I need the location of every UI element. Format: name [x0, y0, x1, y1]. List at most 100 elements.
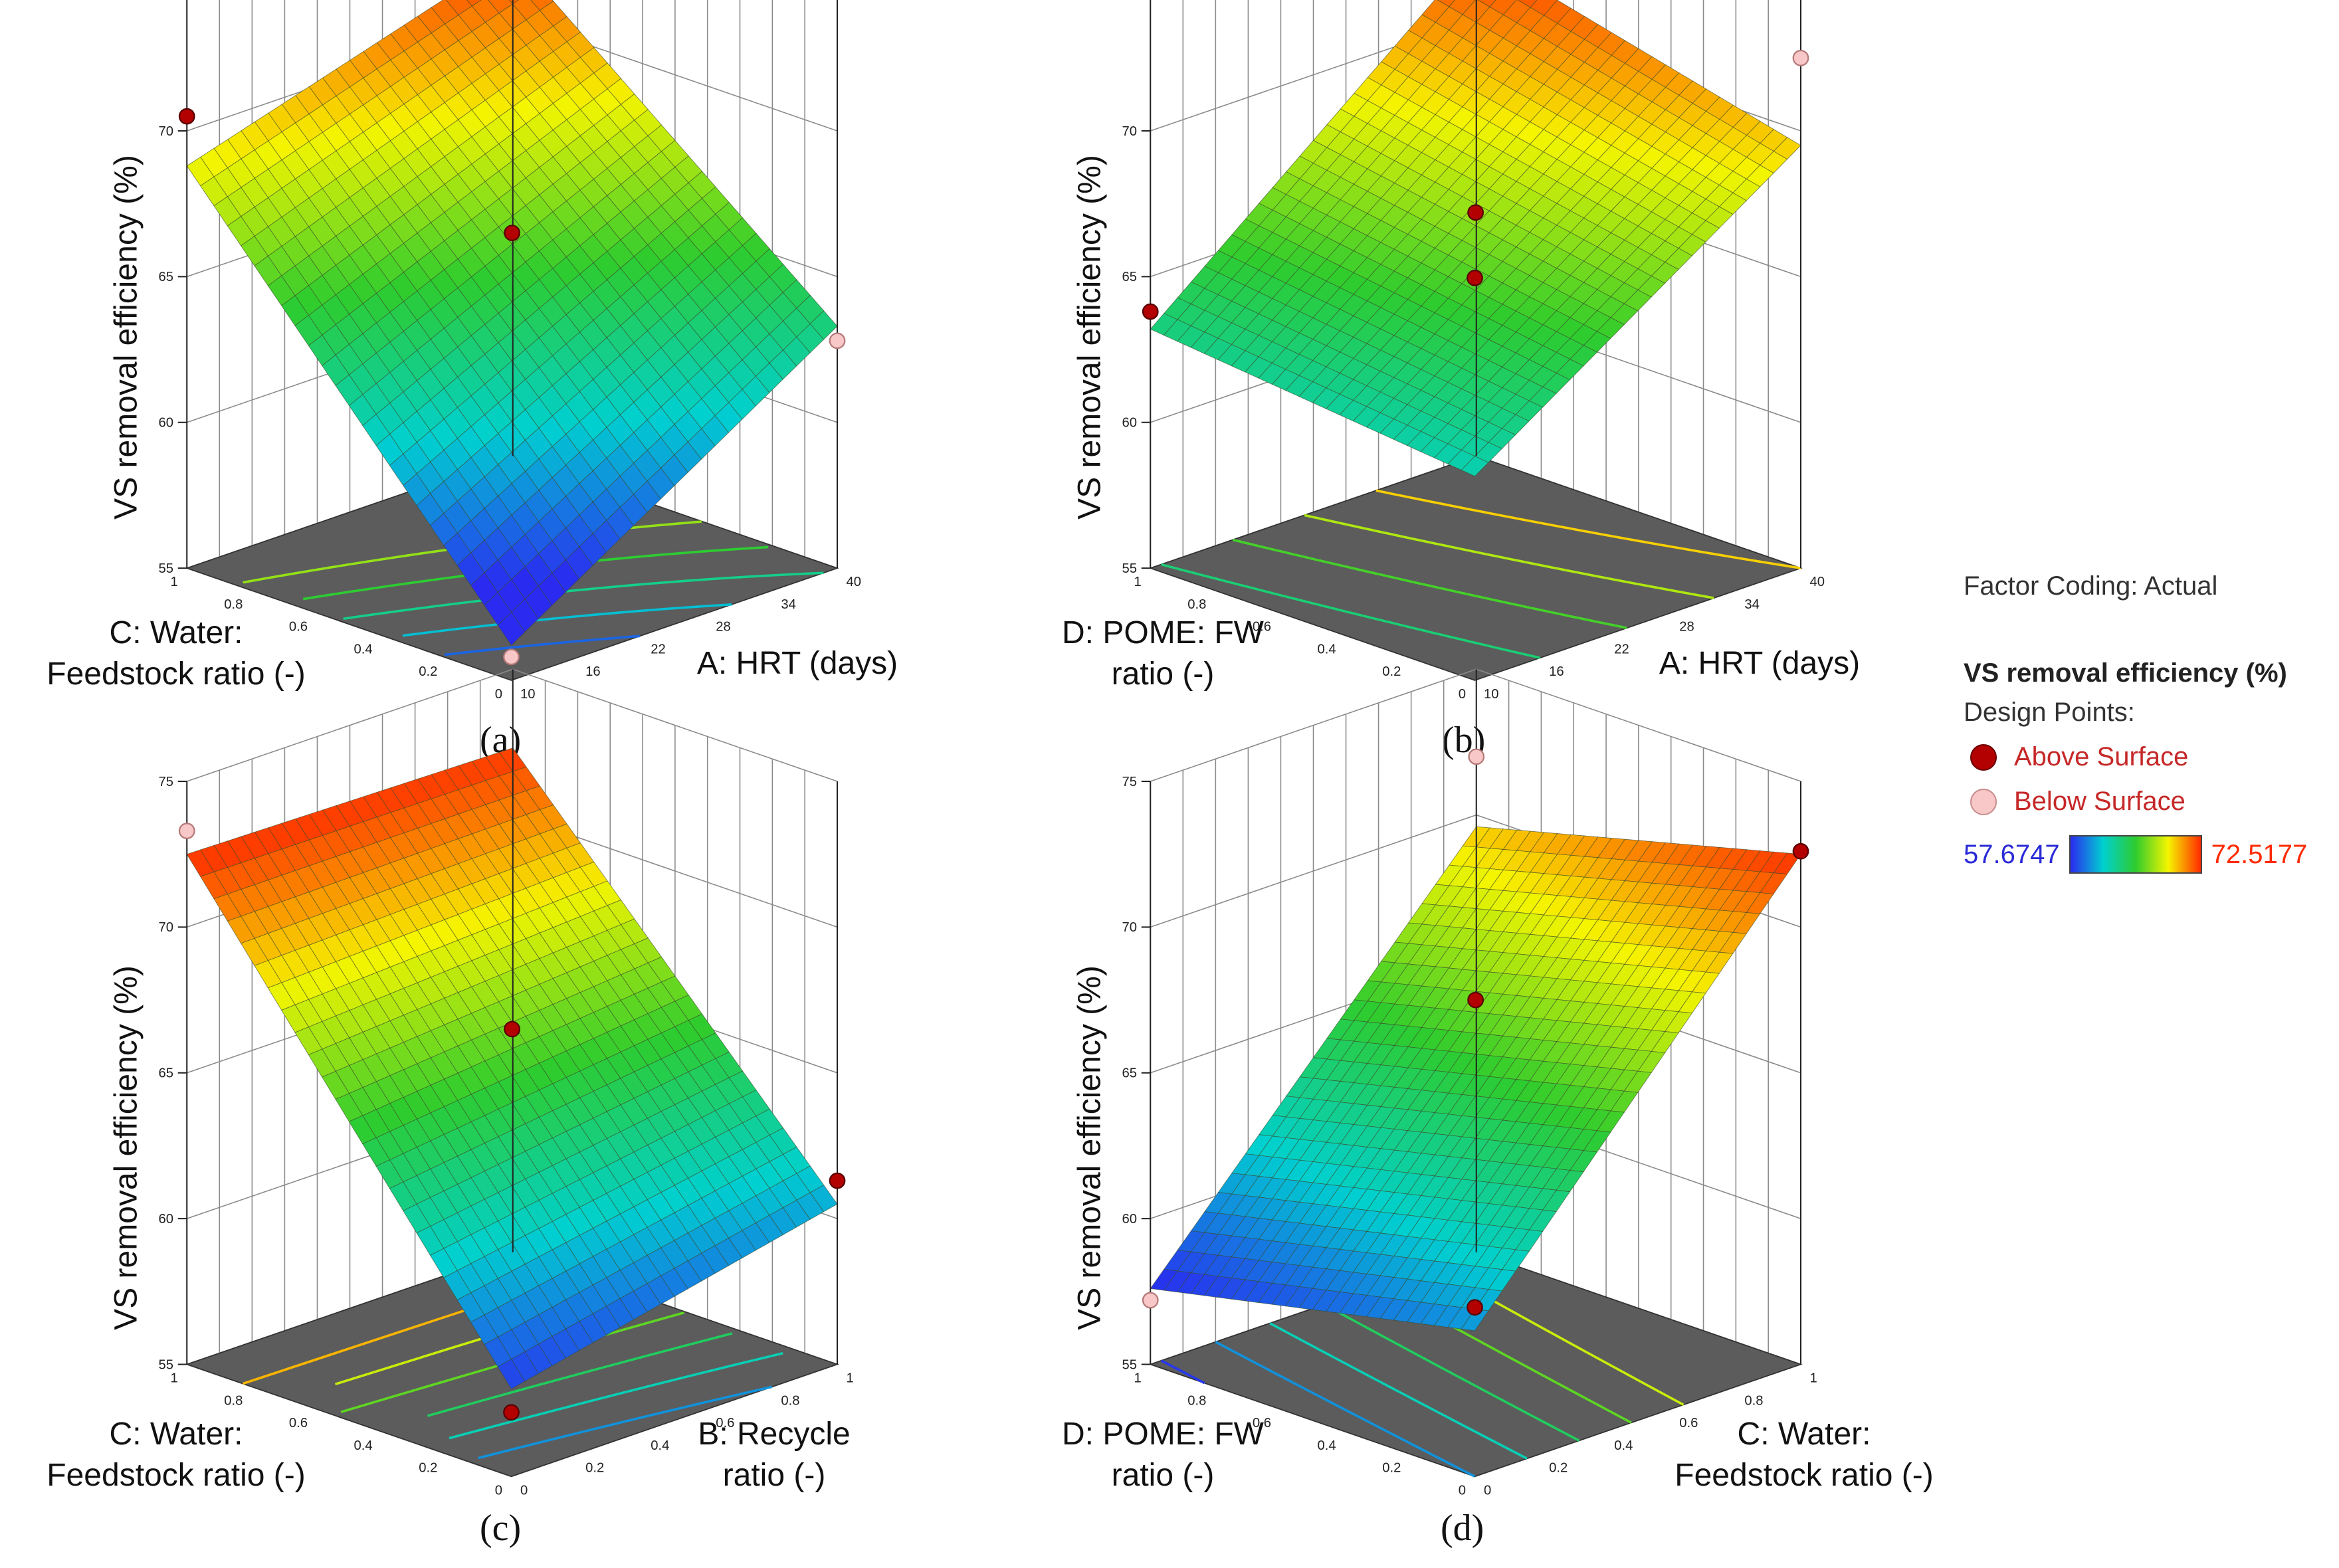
design-point-above	[829, 1172, 846, 1189]
surface-cell	[508, 0, 520, 5]
panel-d-y-factor-label: D: POME: FW ratio (-)	[1062, 1417, 1264, 1494]
y-tick-label: 0	[1459, 1483, 1466, 1498]
design-point-below	[503, 648, 520, 666]
z-tick-label: 75	[158, 775, 173, 789]
x-tick-label: 0.6	[716, 1416, 734, 1430]
panel-a-surface-plot: 556065707510162228344000.20.40.60.81	[158, 0, 861, 702]
x-tick-label: 28	[1679, 620, 1694, 635]
contour-line	[1323, 1303, 1580, 1442]
contour-line	[1304, 514, 1714, 599]
y-tick-label: 0.6	[1253, 620, 1271, 635]
z-tick-label: 60	[1122, 1212, 1137, 1226]
design-point-below	[1468, 748, 1485, 765]
y-tick-label: 0	[495, 687, 502, 702]
y-tick-label: 0.4	[354, 1438, 373, 1453]
panel-a-x-factor-label: A: HRT (days)	[696, 646, 898, 681]
contour-line	[402, 603, 732, 637]
x-tick-label: 40	[847, 575, 862, 589]
legend-color-scale: 57.6747 72.5177	[1964, 835, 2307, 874]
legend-title: VS removal efficiency (%)	[1964, 658, 2287, 688]
design-point-above	[1467, 270, 1483, 286]
panel-group: 556065707510162228344000.20.40.60.81	[158, 0, 861, 702]
contour-line	[1269, 1322, 1528, 1460]
panel-d-z-axis-label: VS removal efficiency (%)	[1072, 965, 1108, 1330]
contour-line	[343, 571, 824, 621]
panel-c-z-axis-label: VS removal efficiency (%)	[108, 965, 144, 1330]
panel-d-caption: (d)	[1441, 1508, 1484, 1549]
contour-line	[1375, 489, 1801, 569]
response-surface	[1150, 826, 1801, 1331]
y-tick-label: 0.4	[1318, 642, 1336, 656]
x-tick-label: 0	[1484, 1483, 1491, 1498]
design-point-above	[504, 225, 520, 241]
design-point-below	[829, 332, 846, 349]
y-tick-label: 0.4	[1318, 1438, 1336, 1453]
design-point-above	[1467, 991, 1484, 1009]
response-surface	[1150, 0, 1801, 477]
below-surface-marker-icon	[1970, 788, 1997, 815]
x-tick-label: 10	[1484, 687, 1499, 702]
color-scale-min-label: 57.6747	[1964, 839, 2060, 869]
x-tick-label: 0.2	[1549, 1461, 1568, 1476]
panel-a-z-axis-label: VS removal efficiency (%)	[108, 155, 144, 520]
design-point-above	[504, 1021, 520, 1038]
x-tick-label: 10	[520, 687, 536, 702]
x-tick-label: 0.8	[1744, 1393, 1763, 1408]
y-tick-label: 0.8	[224, 1393, 243, 1408]
x-tick-label: 28	[716, 620, 731, 635]
x-tick-label: 0.6	[1679, 1416, 1698, 1430]
z-tick-label: 65	[1122, 1066, 1137, 1081]
y-tick-label: 0.6	[1253, 1416, 1271, 1430]
surface-cell	[1461, 456, 1489, 477]
y-tick-label: 1	[1134, 1371, 1141, 1386]
z-tick-label: 70	[1122, 920, 1137, 935]
y-tick-label: 0	[495, 1483, 502, 1498]
y-tick-label: 0.6	[289, 620, 308, 635]
x-tick-label: 40	[1810, 575, 1825, 589]
z-tick-label: 55	[1122, 561, 1137, 576]
legend-factor-coding: Factor Coding: Actual	[1964, 571, 2218, 601]
z-tick-label: 65	[1122, 270, 1137, 284]
panel-c-y-factor-label: C: Water: Feedstock ratio (-)	[47, 1417, 306, 1494]
z-tick-label: 55	[158, 561, 173, 576]
design-point-above	[1467, 204, 1484, 221]
x-tick-label: 0.4	[651, 1438, 669, 1453]
x-tick-label: 1	[847, 1371, 854, 1386]
panel-d-x-factor-label: C: Water: Feedstock ratio (-)	[1675, 1417, 1934, 1494]
x-tick-label: 1	[1810, 1371, 1817, 1386]
color-scale-max-label: 72.5177	[2211, 839, 2308, 869]
panel-b-z-axis-label: VS removal efficiency (%)	[1072, 155, 1108, 520]
y-tick-label: 0.2	[419, 1461, 437, 1476]
y-tick-label: 0.6	[289, 1416, 308, 1430]
x-tick-label: 16	[585, 664, 601, 679]
contour-line	[449, 1352, 783, 1440]
x-tick-label: 34	[781, 597, 796, 612]
z-tick-label: 75	[1122, 775, 1137, 789]
x-tick-label: 0.8	[781, 1393, 799, 1408]
design-point-above	[1467, 1299, 1483, 1316]
x-tick-label: 34	[1744, 597, 1760, 612]
design-point-above	[503, 1404, 520, 1421]
z-tick-label: 65	[158, 1066, 173, 1081]
x-tick-label: 16	[1549, 664, 1564, 679]
response-surface	[186, 747, 838, 1390]
x-tick-label: 0.2	[585, 1461, 604, 1476]
y-tick-label: 1	[170, 1371, 177, 1386]
y-tick-label: 0.8	[224, 597, 243, 612]
x-tick-label: 0.4	[1614, 1438, 1633, 1453]
contour-line	[1232, 538, 1627, 629]
contour-line	[1160, 1359, 1205, 1385]
design-point-above	[1142, 303, 1159, 320]
z-tick-label: 60	[158, 416, 173, 431]
legend-below-label: Below Surface	[2014, 787, 2186, 816]
panel-b-x-factor-label: A: HRT (days)	[1659, 646, 1861, 681]
legend-above-label: Above Surface	[2014, 742, 2189, 771]
design-point-below	[178, 823, 195, 839]
z-tick-label: 70	[1122, 124, 1137, 139]
y-tick-label: 1	[170, 575, 177, 589]
